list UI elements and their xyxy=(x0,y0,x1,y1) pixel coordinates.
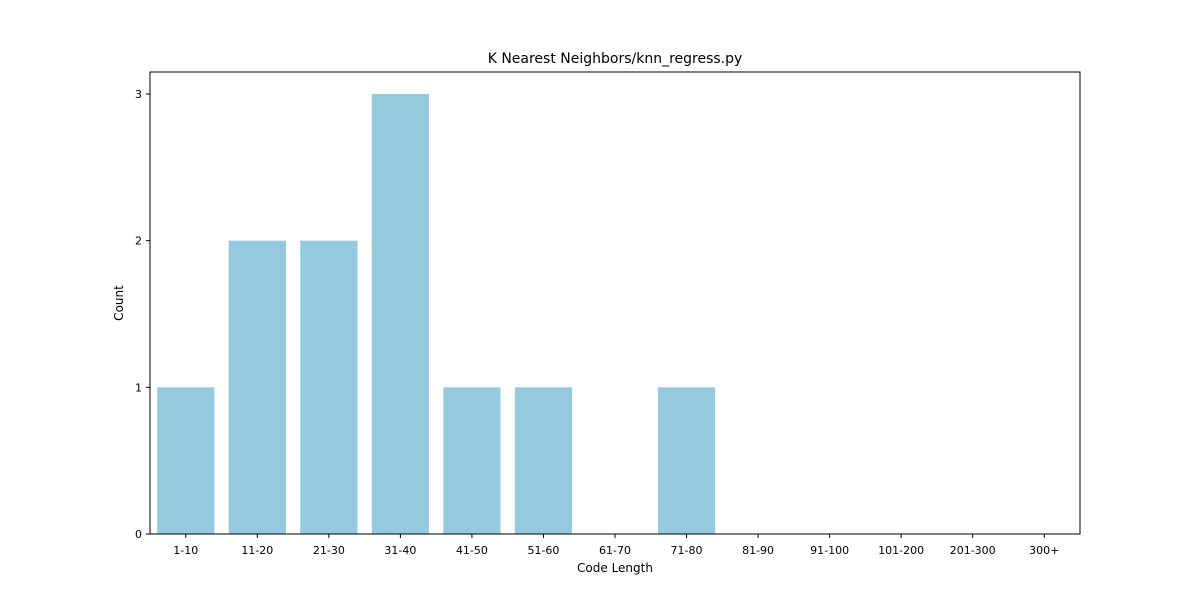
x-tick-label: 201-300 xyxy=(950,544,996,557)
x-tick-label: 91-100 xyxy=(810,544,849,557)
bar xyxy=(657,387,716,534)
bar xyxy=(514,387,573,534)
y-tick-label: 2 xyxy=(135,235,142,248)
x-tick-label: 21-30 xyxy=(313,544,345,557)
x-axis-label: Code Length xyxy=(577,561,653,575)
bar xyxy=(371,94,429,534)
x-tick-label: 51-60 xyxy=(527,544,559,557)
y-tick-label: 3 xyxy=(135,88,142,101)
chart-title: K Nearest Neighbors/knn_regress.py xyxy=(488,51,743,67)
x-tick-label: 11-20 xyxy=(241,544,273,557)
bar xyxy=(157,387,215,534)
x-tick-label: 81-90 xyxy=(742,544,774,557)
y-tick-label: 0 xyxy=(135,528,142,541)
y-axis-ticks: 0 1 2 3 xyxy=(135,88,150,541)
x-tick-label: 300+ xyxy=(1029,544,1059,557)
y-axis-label: Count xyxy=(112,285,126,321)
x-tick-label: 61-70 xyxy=(599,544,631,557)
x-tick-label: 71-80 xyxy=(671,544,703,557)
x-axis-ticks: 1-10 11-20 21-30 31-40 41-50 51-60 61-70 71-80 8… xyxy=(173,534,1059,557)
x-tick-label: 41-50 xyxy=(456,544,488,557)
x-tick-label: 1-10 xyxy=(173,544,198,557)
y-tick-label: 1 xyxy=(135,381,142,394)
bar xyxy=(443,387,501,534)
plot-frame xyxy=(149,71,1081,535)
bar xyxy=(300,240,358,535)
x-tick-label: 101-200 xyxy=(878,544,924,557)
bars-group xyxy=(157,94,716,535)
bar xyxy=(228,240,286,535)
x-tick-label: 31-40 xyxy=(384,544,416,557)
